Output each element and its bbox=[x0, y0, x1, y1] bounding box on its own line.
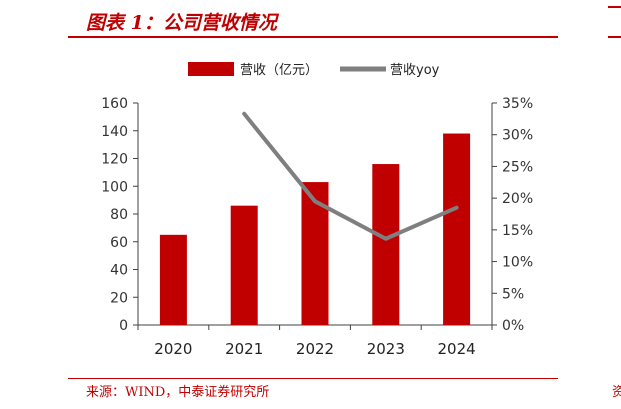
right-axis-tick-label: 10% bbox=[502, 255, 533, 271]
x-axis-tick-label: 2021 bbox=[225, 340, 263, 358]
left-axis-tick-label: 100 bbox=[101, 179, 128, 195]
revenue-bar bbox=[230, 205, 258, 325]
left-axis-tick-label: 0 bbox=[119, 318, 128, 334]
side-fragment: 资 bbox=[612, 385, 621, 400]
left-axis-tick-label: 40 bbox=[110, 263, 128, 279]
legend-bar-label: 营收（亿元） bbox=[240, 63, 318, 78]
axes: 0 20 40 60 80 100 120 140 160 0% 5% 10% 15% 20% 25% 30%… bbox=[101, 96, 533, 358]
right-axis-tick-label: 25% bbox=[502, 159, 533, 175]
title-bar: 图表 1：公司营收情况 bbox=[68, 6, 558, 38]
x-axis-tick-label: 2024 bbox=[438, 340, 476, 358]
right-axis-tick-label: 0% bbox=[502, 318, 524, 334]
left-axis-tick-label: 20 bbox=[110, 290, 128, 306]
title-divider bbox=[68, 36, 558, 38]
bars bbox=[159, 133, 471, 325]
side-divider-top bbox=[608, 6, 621, 8]
right-axis-tick-label: 35% bbox=[502, 96, 533, 112]
yoy-line-layer bbox=[242, 111, 459, 241]
legend-bar-swatch bbox=[188, 62, 234, 76]
yoy-line bbox=[242, 111, 459, 241]
legend-line-label: 营收yoy bbox=[390, 63, 440, 78]
left-axis-tick-label: 80 bbox=[110, 207, 128, 223]
right-axis-tick-label: 30% bbox=[502, 128, 533, 144]
source-divider bbox=[68, 378, 558, 379]
left-axis-tick-label: 60 bbox=[110, 235, 128, 251]
chart-title: 图表 1：公司营收情况 bbox=[86, 12, 277, 34]
legend: 营收（亿元） 营收yoy bbox=[188, 62, 440, 78]
side-divider bbox=[608, 36, 621, 38]
right-axis-tick-label: 20% bbox=[502, 191, 533, 207]
x-axis-tick-label: 2023 bbox=[367, 340, 405, 358]
x-axis-tick-label: 2020 bbox=[154, 340, 192, 358]
revenue-bar bbox=[372, 164, 400, 325]
left-axis-tick-label: 140 bbox=[101, 124, 128, 140]
x-axis-tick-label: 2022 bbox=[296, 340, 334, 358]
left-axis-tick-label: 120 bbox=[101, 152, 128, 168]
source-note: 来源：WIND，中泰证券研究所 bbox=[86, 385, 270, 400]
revenue-bar bbox=[159, 234, 187, 325]
right-axis-tick-label: 5% bbox=[502, 286, 524, 302]
left-axis-tick-label: 160 bbox=[101, 96, 128, 112]
right-axis-tick-label: 15% bbox=[502, 223, 533, 239]
revenue-bar bbox=[443, 133, 471, 325]
